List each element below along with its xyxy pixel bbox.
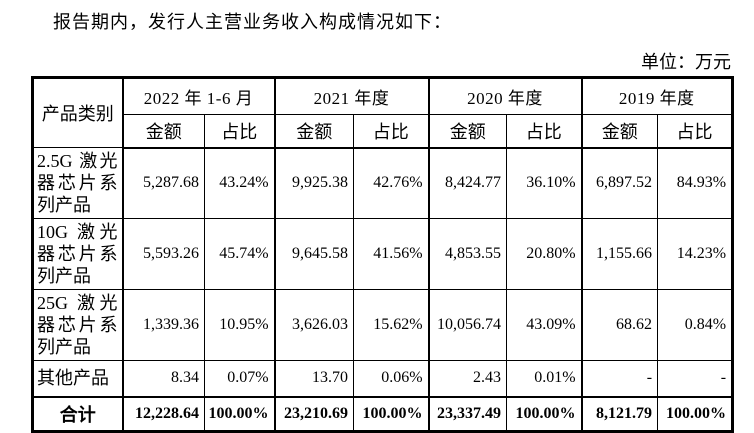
table-row-25g: 25G 激光器芯片系列产品 1,339.36 10.95% 3,626.03 1… <box>32 289 734 361</box>
column-header-2021: 2021 年度 <box>273 77 430 115</box>
total-amount-cell: 23,210.69 <box>273 395 355 432</box>
table-row-2-5g: 2.5G 激光器芯片系列产品 5,287.68 43.24% 9,925.38 … <box>32 147 734 219</box>
ratio-cell: 36.10% <box>506 147 583 219</box>
subheader-ratio: 占比 <box>353 114 430 149</box>
amount-cell: 5,593.26 <box>121 218 205 290</box>
ratio-cell: 41.56% <box>353 218 430 290</box>
ratio-cell: 15.62% <box>353 289 430 361</box>
subheader-ratio: 占比 <box>657 114 734 149</box>
amount-cell: 5,287.68 <box>121 147 205 219</box>
column-header-2022: 2022 年 1-6 月 <box>121 77 276 115</box>
ratio-cell: 0.01% <box>506 360 583 397</box>
total-ratio-cell: 100.00% <box>657 395 734 432</box>
amount-cell: 2.43 <box>427 360 508 397</box>
subheader-ratio: 占比 <box>506 114 583 149</box>
amount-cell: 3,626.03 <box>273 289 355 361</box>
unit-label: 单位：万元 <box>641 52 731 72</box>
ratio-cell: 0.84% <box>657 289 734 361</box>
column-header-product-category: 产品类别 <box>32 77 123 148</box>
amount-cell: 9,925.38 <box>273 147 355 219</box>
amount-cell: 10,056.74 <box>427 289 508 361</box>
ratio-cell: 20.80% <box>506 218 583 290</box>
table-row-total: 合计 12,228.64 100.00% 23,210.69 100.00% 2… <box>32 395 734 432</box>
amount-cell: 68.62 <box>580 289 659 361</box>
subheader-amount: 金额 <box>273 114 355 149</box>
ratio-cell: 0.07% <box>203 360 276 397</box>
total-ratio-cell: 100.00% <box>353 395 430 432</box>
total-amount-cell: 8,121.79 <box>580 395 659 432</box>
ratio-cell: 42.76% <box>353 147 430 219</box>
total-amount-cell: 12,228.64 <box>121 395 205 432</box>
ratio-cell: - <box>657 360 734 397</box>
amount-cell: 6,897.52 <box>580 147 659 219</box>
subheader-amount: 金额 <box>580 114 659 149</box>
amount-cell: - <box>580 360 659 397</box>
document-title: 报告期内，发行人主营业务收入构成情况如下： <box>53 12 452 32</box>
table-header-periods: 产品类别 2022 年 1-6 月 2021 年度 2020 年度 2019 年… <box>32 77 734 148</box>
revenue-composition-table: 产品类别 2022 年 1-6 月 2021 年度 2020 年度 2019 年… <box>31 76 735 433</box>
total-ratio-cell: 100.00% <box>506 395 583 432</box>
total-amount-cell: 23,337.49 <box>427 395 508 432</box>
amount-cell: 1,155.66 <box>580 218 659 290</box>
amount-cell: 4,853.55 <box>427 218 508 290</box>
product-name: 25G 激光器芯片系列产品 <box>32 289 123 361</box>
table-row-other-products: 其他产品 8.34 0.07% 13.70 0.06% 2.43 0.01% -… <box>32 360 734 397</box>
subheader-amount: 金额 <box>427 114 508 149</box>
total-label: 合计 <box>32 395 123 432</box>
table-header-subcolumns: 金额 占比 金额 占比 金额 占比 金额 占比 <box>33 114 734 149</box>
amount-cell: 9,645.58 <box>273 218 355 290</box>
ratio-cell: 0.06% <box>353 360 430 397</box>
product-name: 其他产品 <box>32 360 123 397</box>
subheader-amount: 金额 <box>121 114 205 149</box>
subheader-ratio: 占比 <box>203 114 276 149</box>
product-name: 2.5G 激光器芯片系列产品 <box>32 147 123 219</box>
amount-cell: 13.70 <box>273 360 355 397</box>
ratio-cell: 10.95% <box>203 289 276 361</box>
product-name: 10G 激光器芯片系列产品 <box>32 218 123 290</box>
column-header-2019: 2019 年度 <box>580 77 734 115</box>
ratio-cell: 14.23% <box>657 218 734 290</box>
ratio-cell: 43.09% <box>506 289 583 361</box>
amount-cell: 1,339.36 <box>121 289 205 361</box>
total-ratio-cell: 100.00% <box>203 395 276 432</box>
ratio-cell: 45.74% <box>203 218 276 290</box>
document-page: 报告期内，发行人主营业务收入构成情况如下： 单位：万元 产品类别 2022 年 … <box>0 8 754 433</box>
amount-cell: 8,424.77 <box>427 147 508 219</box>
ratio-cell: 84.93% <box>657 147 734 219</box>
column-header-2020: 2020 年度 <box>427 77 583 115</box>
amount-cell: 8.34 <box>121 360 205 397</box>
table-row-10g: 10G 激光器芯片系列产品 5,593.26 45.74% 9,645.58 4… <box>32 218 734 290</box>
ratio-cell: 43.24% <box>203 147 276 219</box>
